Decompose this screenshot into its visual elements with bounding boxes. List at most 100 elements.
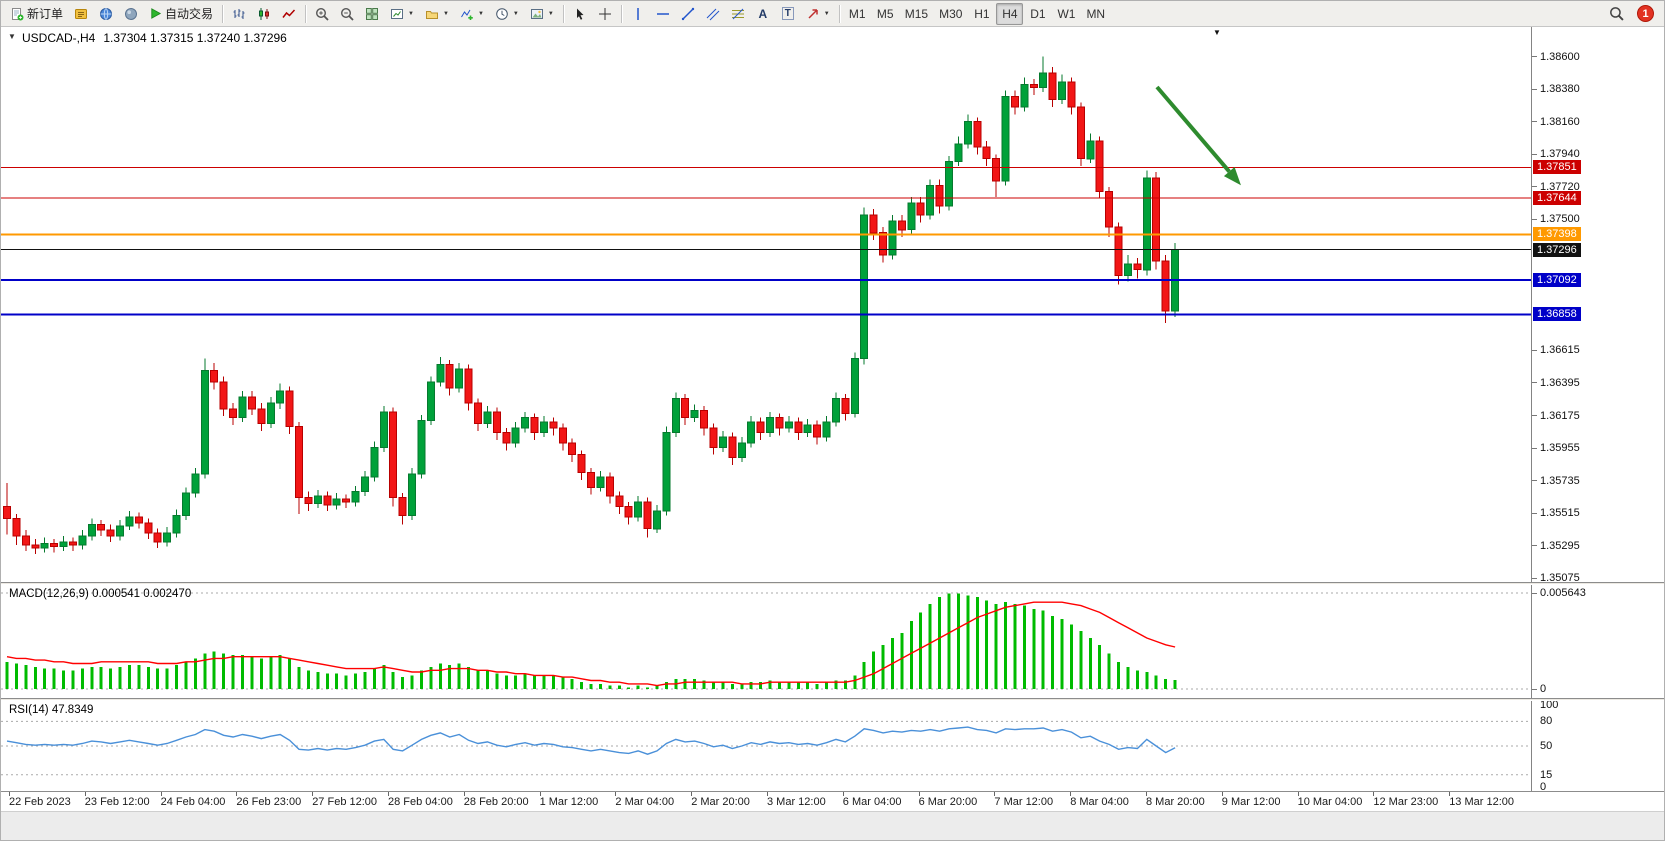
current-price-badge: 1.37296: [1533, 242, 1581, 257]
line-chart-button[interactable]: [277, 3, 301, 25]
time-axis-tick-mark: [918, 792, 920, 796]
periods-button[interactable]: ▼: [490, 3, 524, 25]
macd-indicator-plot[interactable]: [1, 585, 1531, 698]
text-tool-button[interactable]: A: [751, 3, 775, 25]
timeframe-button-m15[interactable]: M15: [904, 6, 929, 21]
indicators-button[interactable]: ▼: [455, 3, 489, 25]
price-axis-tick: 1.35515: [1540, 507, 1580, 520]
vertical-line-tool-button[interactable]: [626, 3, 650, 25]
rsi-svg: [1, 720, 1531, 776]
price-line-badge: 1.37092: [1533, 272, 1581, 287]
arrow-tool-icon: [806, 7, 820, 21]
channel-tool-button[interactable]: [701, 3, 725, 25]
search-button[interactable]: [1604, 3, 1629, 25]
price-axis-tick-mark: [1532, 512, 1537, 514]
time-axis-label: 8 Mar 20:00: [1146, 796, 1205, 808]
timeframe-button-d1[interactable]: D1: [1030, 6, 1046, 21]
help-icon: [124, 7, 138, 21]
panel-separator[interactable]: [1, 698, 1664, 701]
macd-axis-tick-mark: [1532, 688, 1537, 690]
time-axis-tick-mark: [312, 792, 314, 796]
macd-axis-label: 0: [1540, 683, 1547, 695]
price-axis-tick: 1.35955: [1540, 442, 1580, 455]
price-axis-tick-mark: [1532, 480, 1537, 482]
price-axis-tick: 1.35735: [1540, 474, 1580, 487]
price-axis-tick: 1.37940: [1540, 148, 1580, 161]
candlestick-chart-button[interactable]: [252, 3, 276, 25]
macd-signal-line: [6, 601, 1176, 687]
price-axis-tick: 1.36395: [1540, 376, 1580, 389]
rsi-axis-label: 0: [1540, 781, 1547, 793]
autotrading-button[interactable]: 自动交易: [144, 3, 218, 25]
candles-layer: [3, 56, 1180, 554]
help-button[interactable]: [119, 3, 143, 25]
label-tool-button[interactable]: T: [776, 3, 800, 25]
zoom-out-button[interactable]: [335, 3, 359, 25]
new-order-button[interactable]: 新订单: [5, 3, 68, 25]
time-axis-label: 24 Feb 04:00: [160, 796, 226, 808]
time-axis-tick-mark: [994, 792, 996, 796]
timeframe-button-mn[interactable]: MN: [1086, 6, 1106, 21]
chart-ohlc-values: 1.37304 1.37315 1.37240 1.37296: [103, 31, 287, 45]
timeframe-button-m5[interactable]: M5: [876, 6, 894, 21]
time-axis-label: 10 Mar 04:00: [1297, 796, 1363, 808]
chevron-down-icon: ▼: [823, 10, 830, 17]
time-axis-tick-mark: [463, 792, 465, 796]
tile-windows-button[interactable]: [360, 3, 384, 25]
chart-shift-marker[interactable]: ▼: [1213, 28, 1221, 37]
tile-windows-icon: [365, 7, 379, 21]
price-axis-tick-mark: [1532, 153, 1537, 155]
zoom-in-icon: [315, 7, 329, 21]
time-axis-tick-mark: [539, 792, 541, 796]
time-axis-label: 6 Mar 04:00: [842, 796, 902, 808]
time-axis-tick-mark: [236, 792, 238, 796]
zoom-in-button[interactable]: [310, 3, 334, 25]
notification-badge[interactable]: 1: [1637, 5, 1654, 22]
templates-button[interactable]: ▼: [525, 3, 559, 25]
community-button[interactable]: [94, 3, 118, 25]
timeframe-button-h4[interactable]: H4: [996, 2, 1024, 25]
time-axis[interactable]: 22 Feb 2023 23 Feb 12:00 24 Feb 04:00 26 Fe…: [1, 791, 1664, 811]
rsi-axis-label: 50: [1540, 740, 1553, 752]
trendline-tool-button[interactable]: [676, 3, 700, 25]
time-axis-label: 27 Feb 12:00: [312, 796, 378, 808]
price-axis-tick: 1.37720: [1540, 180, 1580, 193]
horizontal-line-tool-button[interactable]: [651, 3, 675, 25]
window-bottom-strip: [1, 811, 1664, 840]
rsi-indicator-plot[interactable]: [1, 701, 1531, 791]
macd-label: MACD(12,26,9) 0.000541 0.002470: [9, 588, 192, 600]
timeframe-button-h1[interactable]: H1: [974, 6, 990, 21]
globe-icon: [99, 7, 113, 21]
price-axis-tick-mark: [1532, 56, 1537, 58]
time-axis-label: 22 Feb 2023: [9, 796, 71, 808]
timeframe-button-w1[interactable]: W1: [1057, 6, 1076, 21]
crosshair-icon: [598, 7, 612, 21]
price-axis-column[interactable]: 1.38600 1.38380 1.38160 1.37940 1.37720 1.375…: [1532, 27, 1664, 811]
new-chart-button[interactable]: ▼: [385, 3, 419, 25]
price-axis-tick-mark: [1532, 382, 1537, 384]
metaeditor-icon: [74, 7, 88, 21]
crosshair-tool-button[interactable]: [593, 3, 617, 25]
price-axis-tick-mark: [1532, 577, 1537, 579]
price-axis-tick-mark: [1532, 349, 1537, 351]
price-axis-tick-mark: [1532, 415, 1537, 416]
price-chart-svg: [1, 56, 1531, 554]
bar-chart-button[interactable]: [227, 3, 251, 25]
metaeditor-button[interactable]: [69, 3, 93, 25]
time-axis-label: 9 Mar 12:00: [1221, 796, 1281, 808]
price-chart-plot[interactable]: [1, 27, 1531, 582]
fibonacci-tool-button[interactable]: [726, 3, 750, 25]
timeframe-button-m1[interactable]: M1: [848, 6, 866, 21]
timeframe-button-m30[interactable]: M30: [939, 6, 963, 21]
price-line-badge: 1.37851: [1533, 160, 1581, 175]
one-click-trading-toggle[interactable]: ▼: [8, 32, 16, 41]
time-axis-label: 12 Mar 23:00: [1373, 796, 1439, 808]
macd-axis-label: 0.005643: [1540, 587, 1586, 599]
time-axis-label: 1 Mar 12:00: [539, 796, 599, 808]
profiles-button[interactable]: ▼: [420, 3, 454, 25]
panel-separator[interactable]: [1, 582, 1664, 585]
arrows-tool-button[interactable]: ▼: [801, 3, 835, 25]
cursor-tool-button[interactable]: [568, 3, 592, 25]
rsi-axis-label: 80: [1540, 715, 1553, 728]
time-axis-label: 2 Mar 20:00: [691, 796, 750, 808]
